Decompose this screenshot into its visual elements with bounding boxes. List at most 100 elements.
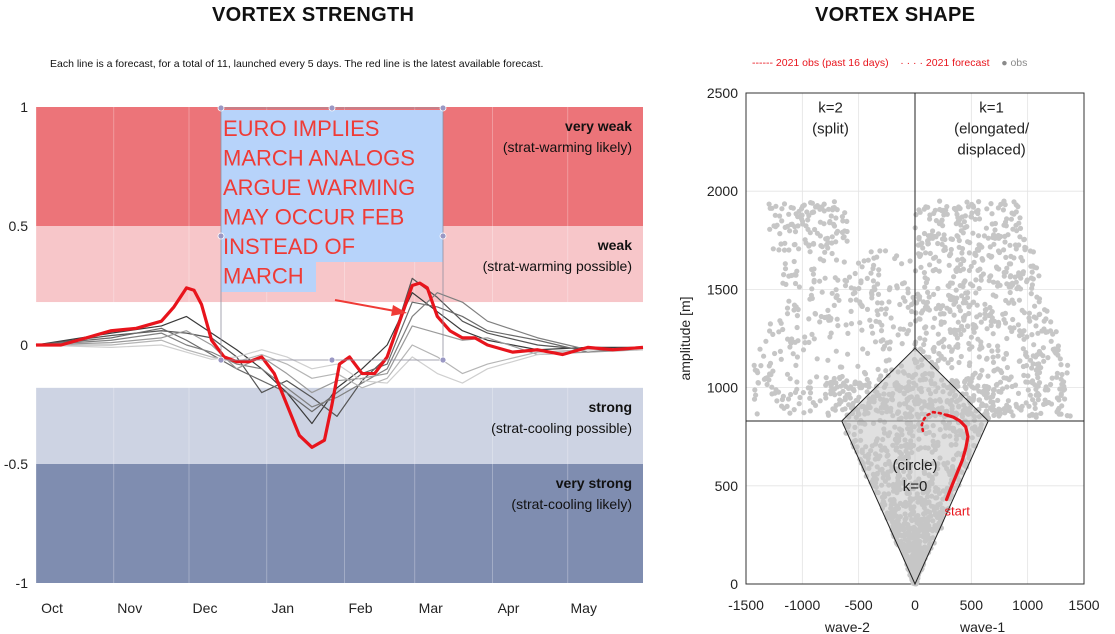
obs-point — [905, 286, 911, 292]
obs-point — [1008, 284, 1014, 290]
y-tick-label: 0 — [20, 337, 28, 353]
obs-point — [973, 290, 979, 296]
obs-point — [786, 298, 792, 304]
obs-point — [956, 217, 963, 223]
obs-point — [997, 368, 1004, 374]
obs-point — [842, 283, 849, 289]
obs-point — [801, 410, 807, 416]
obs-point — [975, 233, 982, 239]
obs-point — [1021, 237, 1027, 243]
resize-handle[interactable] — [217, 356, 225, 364]
obs-point — [920, 245, 926, 251]
obs-point — [879, 322, 885, 328]
obs-point — [976, 354, 982, 360]
obs-point — [1062, 396, 1068, 402]
obs-point — [991, 241, 997, 247]
obs-point — [874, 254, 880, 260]
obs-point — [825, 412, 832, 418]
y-tick-label: 2500 — [707, 85, 738, 101]
obs-point — [1001, 317, 1007, 323]
obs-point — [981, 233, 988, 239]
obs-point — [780, 393, 787, 399]
band-description-very-weak: (strat-warming likely) — [503, 139, 632, 155]
obs-point — [879, 300, 885, 306]
obs-point — [842, 395, 848, 401]
resize-handle[interactable] — [328, 356, 336, 364]
obs-point — [857, 299, 863, 305]
obs-point — [877, 248, 883, 254]
resize-handle[interactable] — [217, 232, 225, 240]
obs-point — [948, 246, 954, 253]
obs-point — [931, 291, 937, 297]
obs-point — [1041, 358, 1047, 364]
obs-point — [1033, 414, 1039, 420]
obs-point — [995, 343, 1001, 349]
obs-point — [1052, 346, 1058, 352]
obs-point — [1047, 328, 1054, 334]
obs-point — [823, 375, 829, 381]
obs-point — [940, 303, 946, 309]
obs-point — [866, 380, 872, 386]
obs-point — [878, 306, 885, 312]
x-axis-label-wave2: wave-2 — [824, 619, 870, 634]
resize-handle[interactable] — [439, 104, 447, 112]
obs-point — [802, 237, 808, 243]
obs-point — [770, 246, 776, 252]
obs-point — [868, 249, 874, 255]
obs-point — [986, 278, 992, 284]
obs-point — [936, 302, 942, 308]
annotation-handles[interactable] — [217, 104, 447, 364]
obs-point — [941, 319, 947, 325]
obs-point — [778, 356, 784, 362]
obs-point — [907, 321, 914, 327]
obs-point — [954, 233, 960, 239]
obs-point — [788, 391, 794, 398]
obs-point — [814, 374, 820, 380]
x-tick-label: Oct — [41, 600, 63, 616]
obs-point — [1023, 400, 1029, 406]
obs-point — [978, 277, 984, 283]
obs-point — [1035, 390, 1041, 396]
obs-point — [951, 274, 957, 280]
obs-point — [982, 315, 988, 321]
resize-handle[interactable] — [217, 104, 225, 112]
x-tick-label: 0 — [911, 597, 919, 613]
band-label-very-weak: very weak — [565, 118, 632, 134]
obs-point — [927, 250, 933, 256]
obs-point — [805, 217, 811, 223]
resize-handle[interactable] — [328, 104, 336, 112]
obs-point — [794, 324, 800, 331]
obs-point — [923, 330, 929, 336]
obs-point — [1008, 261, 1014, 267]
obs-point — [939, 339, 945, 345]
obs-point — [831, 199, 838, 205]
obs-point — [1029, 332, 1035, 338]
obs-point — [770, 331, 776, 337]
obs-point — [949, 280, 956, 286]
obs-point — [829, 290, 835, 296]
obs-point — [875, 312, 881, 318]
resize-handle[interactable] — [439, 356, 447, 364]
obs-point — [1036, 273, 1042, 279]
resize-handle[interactable] — [439, 232, 447, 240]
obs-point — [883, 306, 889, 312]
obs-point — [1006, 377, 1012, 383]
obs-point — [938, 355, 944, 361]
obs-point — [827, 334, 833, 340]
obs-point — [930, 228, 936, 234]
legend-obs: ● obs — [1001, 57, 1028, 69]
obs-point — [1014, 228, 1020, 234]
obs-point — [968, 263, 974, 269]
obs-point — [818, 243, 824, 249]
obs-point — [1029, 378, 1036, 384]
obs-point — [1056, 405, 1062, 411]
annotation-box[interactable]: EURO IMPLIES MARCH ANALOGS ARGUE WARMING MA… — [217, 104, 447, 364]
obs-point — [1020, 269, 1026, 275]
obs-point — [1013, 401, 1019, 407]
x-tick-label: 1500 — [1068, 597, 1099, 613]
y-tick-label: 0.5 — [9, 218, 29, 234]
obs-point — [951, 301, 957, 307]
obs-point — [991, 368, 997, 374]
obs-point — [776, 329, 782, 335]
obs-point — [917, 209, 923, 215]
